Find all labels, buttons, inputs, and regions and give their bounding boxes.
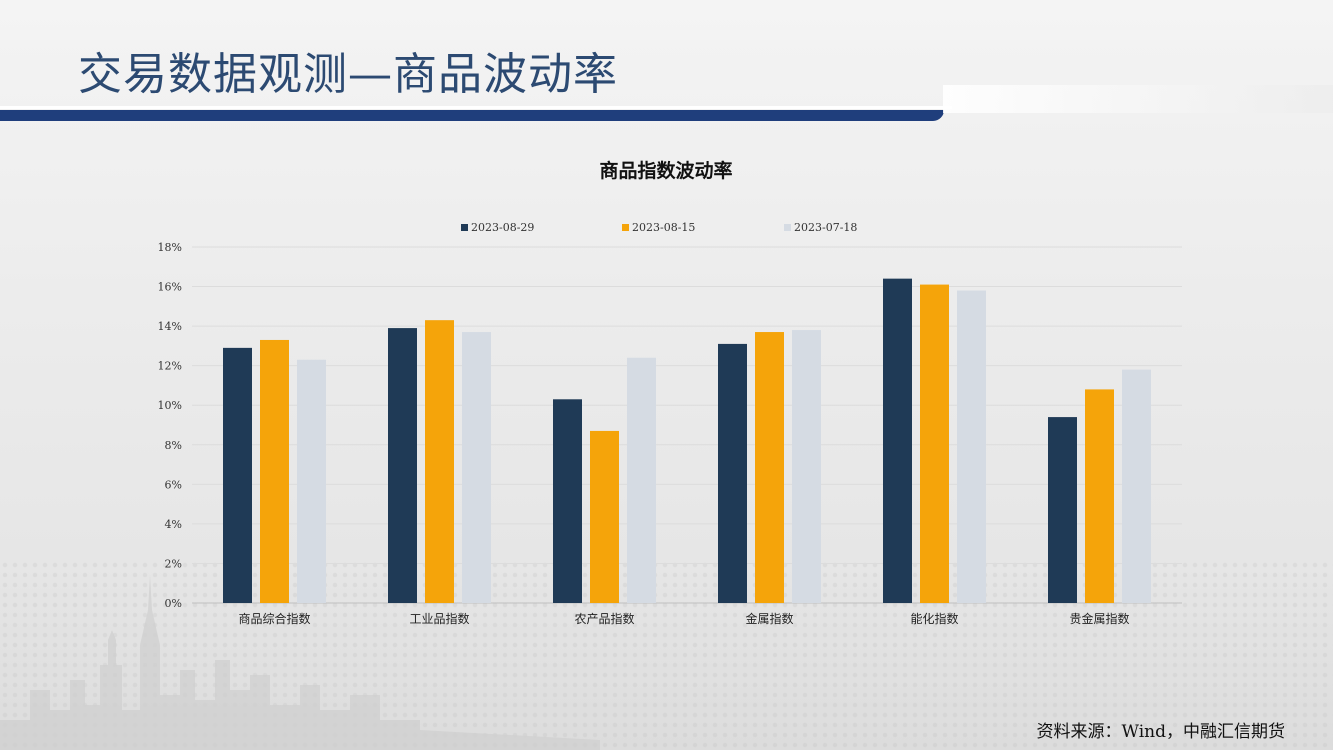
y-tick-label: 6% <box>165 478 182 491</box>
city-skyline-decoration <box>0 575 600 750</box>
bar-group <box>223 278 1151 603</box>
x-category-label: 贵金属指数 <box>1069 611 1129 626</box>
title-rule-highlight <box>0 106 952 109</box>
bar <box>1085 389 1114 603</box>
chart-gridlines <box>192 246 1182 604</box>
slide-title: 交易数据观测—商品波动率 <box>78 49 618 100</box>
legend-swatch <box>461 224 468 231</box>
y-tick-label: 16% <box>158 281 182 294</box>
legend-label: 2023-07-18 <box>794 221 857 234</box>
bar <box>1122 369 1151 603</box>
x-category-label: 商品综合指数 <box>238 611 310 626</box>
bar <box>755 332 784 603</box>
y-tick-label: 4% <box>165 518 182 531</box>
bar <box>590 430 619 603</box>
bar <box>260 339 289 603</box>
bar <box>920 284 949 603</box>
bar <box>957 290 986 603</box>
y-tick-label: 18% <box>158 241 182 254</box>
bar <box>553 399 582 603</box>
chart-title: 商品指数波动率 <box>599 159 732 182</box>
bar <box>792 330 821 603</box>
bar <box>425 320 454 603</box>
y-tick-label: 12% <box>158 360 182 373</box>
bar <box>388 328 417 603</box>
x-category-label: 农产品指数 <box>574 611 634 626</box>
legend-label: 2023-08-29 <box>471 221 534 234</box>
bar <box>223 347 252 603</box>
y-tick-label: 10% <box>158 399 182 412</box>
bar <box>1048 417 1077 603</box>
chart-legend: 2023-08-29 2023-08-15 2023-07-18 <box>461 221 857 234</box>
x-axis: 商品综合指数 工业品指数 农产品指数 金属指数 能化指数 贵金属指数 <box>238 611 1129 626</box>
x-category-label: 金属指数 <box>745 611 793 626</box>
bar <box>297 359 326 603</box>
bar <box>718 343 747 603</box>
legend-swatch <box>784 224 791 231</box>
y-tick-label: 0% <box>165 597 182 610</box>
x-category-label: 能化指数 <box>910 611 958 626</box>
y-tick-label: 8% <box>165 439 182 452</box>
y-tick-label: 2% <box>165 557 182 570</box>
source-note: 资料来源：Wind，中融汇信期货 <box>1036 722 1285 742</box>
bar <box>462 332 491 603</box>
legend-label: 2023-08-15 <box>632 221 695 234</box>
title-underline-bar <box>0 110 944 121</box>
bar <box>627 357 656 603</box>
header-light-band <box>943 85 1333 113</box>
bar <box>883 278 912 603</box>
x-category-label: 工业品指数 <box>409 611 469 626</box>
y-tick-label: 14% <box>158 320 182 333</box>
y-axis: 0% 2% 4% 6% 8% 10% 12% 14% 16% 18% <box>158 241 182 610</box>
legend-swatch <box>622 224 629 231</box>
